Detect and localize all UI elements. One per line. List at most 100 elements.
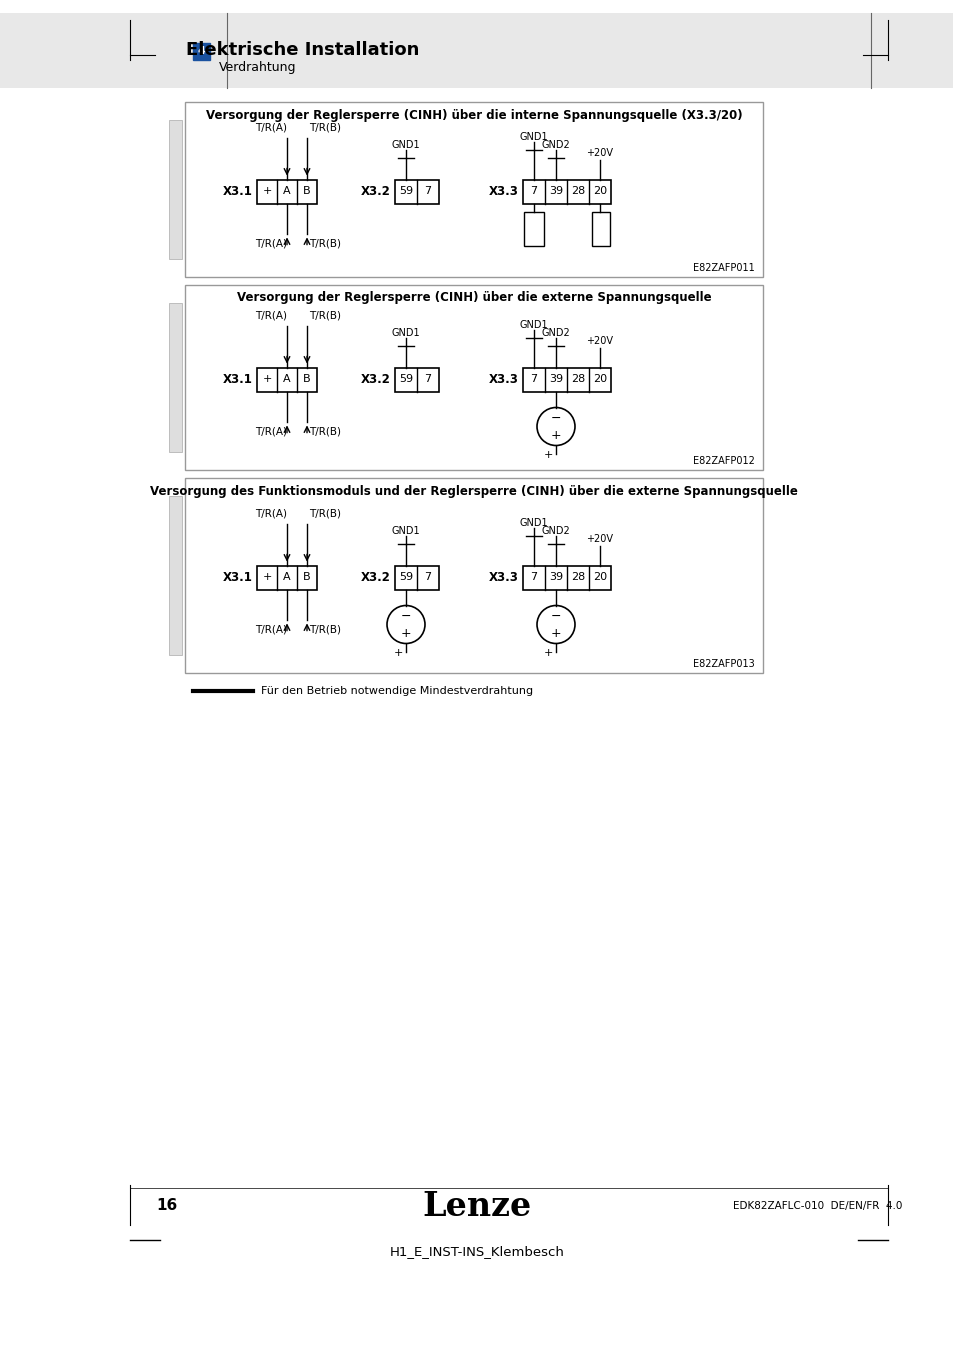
Text: GND1: GND1	[519, 517, 548, 528]
Text: +: +	[394, 648, 402, 657]
Text: 7: 7	[424, 186, 431, 197]
Text: +: +	[550, 428, 560, 441]
Bar	[256, 180, 316, 204]
Text: Versorgung der Reglersperre (CINH) über die externe Spannungsquelle: Versorgung der Reglersperre (CINH) über …	[236, 292, 711, 305]
Bar	[256, 367, 316, 392]
Text: T/R(A): T/R(A)	[254, 123, 287, 132]
Text: 28: 28	[570, 186, 584, 197]
Text: T/R(B): T/R(B)	[309, 239, 340, 248]
Text: GND1: GND1	[392, 525, 420, 536]
Text: T/R(B): T/R(B)	[309, 427, 340, 436]
Text: 16: 16	[156, 1199, 177, 1214]
Text: Verdrahtung: Verdrahtung	[219, 62, 296, 74]
Text: Für den Betrieb notwendige Mindestverdrahtung: Für den Betrieb notwendige Mindestverdra…	[261, 686, 533, 697]
Text: T/R(B): T/R(B)	[309, 509, 340, 518]
Text: GND2: GND2	[541, 525, 570, 536]
Text: Elektrische Installation: Elektrische Installation	[186, 40, 419, 59]
Bar	[523, 212, 543, 246]
Text: X3.2: X3.2	[361, 185, 391, 198]
Text: +: +	[543, 450, 553, 459]
Bar	[256, 566, 316, 590]
Text: GND2: GND2	[541, 328, 570, 338]
Text: A: A	[283, 572, 291, 582]
Bar	[395, 367, 438, 392]
Text: T/R(A): T/R(A)	[254, 239, 287, 248]
Text: +20V: +20V	[586, 533, 613, 544]
Text: Lenze: Lenze	[422, 1189, 531, 1223]
Text: GND1: GND1	[392, 328, 420, 338]
Text: +20V: +20V	[586, 147, 613, 158]
Text: T/R(A): T/R(A)	[254, 625, 287, 634]
Bar	[0, 14, 953, 88]
Text: X3.1: X3.1	[223, 571, 253, 585]
Text: 20: 20	[593, 186, 606, 197]
Text: B: B	[303, 374, 311, 385]
Bar	[185, 285, 762, 470]
Text: +: +	[550, 626, 560, 640]
Text: A: A	[283, 186, 291, 197]
Bar	[522, 180, 610, 204]
Bar	[169, 120, 182, 259]
Text: X3.2: X3.2	[361, 373, 391, 386]
Text: T/R(A): T/R(A)	[254, 509, 287, 518]
Text: B: B	[303, 186, 311, 197]
Text: 39: 39	[548, 572, 562, 582]
Text: +: +	[400, 626, 411, 640]
Text: 28: 28	[570, 572, 584, 582]
Text: 28: 28	[570, 374, 584, 385]
Text: 59: 59	[398, 186, 413, 197]
Text: E82ZAFP012: E82ZAFP012	[693, 456, 754, 466]
Text: 20: 20	[593, 572, 606, 582]
Text: GND1: GND1	[392, 139, 420, 150]
Text: X3.3: X3.3	[489, 571, 518, 585]
Bar	[395, 566, 438, 590]
Text: T/R(B): T/R(B)	[309, 310, 340, 320]
Text: X3.1: X3.1	[223, 373, 253, 386]
Bar	[169, 495, 182, 655]
Text: H1_E_INST-INS_Klembesch: H1_E_INST-INS_Klembesch	[389, 1246, 564, 1258]
Text: −: −	[550, 609, 560, 622]
Text: X3.3: X3.3	[489, 185, 518, 198]
Text: −: −	[400, 609, 411, 622]
Bar	[592, 212, 609, 246]
Bar	[522, 566, 610, 590]
Bar	[169, 302, 182, 452]
Text: 59: 59	[398, 374, 413, 385]
Text: EDK82ZAFLC-010  DE/EN/FR  4.0: EDK82ZAFLC-010 DE/EN/FR 4.0	[733, 1202, 902, 1211]
Text: A: A	[283, 374, 291, 385]
Text: T/R(A): T/R(A)	[254, 427, 287, 436]
Text: 20: 20	[593, 374, 606, 385]
Text: X3.3: X3.3	[489, 373, 518, 386]
Text: +: +	[262, 186, 272, 197]
Bar	[193, 43, 210, 59]
Text: −: −	[550, 412, 560, 424]
Text: E82ZAFP013: E82ZAFP013	[693, 659, 754, 670]
Text: GND2: GND2	[541, 139, 570, 150]
Text: 59: 59	[398, 572, 413, 582]
Text: 4: 4	[197, 46, 205, 57]
Bar	[185, 103, 762, 277]
Text: 7: 7	[530, 374, 537, 385]
Text: 7: 7	[424, 374, 431, 385]
Text: 7: 7	[530, 572, 537, 582]
Text: 7: 7	[424, 572, 431, 582]
Text: T/R(B): T/R(B)	[309, 625, 340, 634]
Text: +: +	[543, 648, 553, 657]
Text: T/R(A): T/R(A)	[254, 310, 287, 320]
Text: Versorgung der Reglersperre (CINH) über die interne Spannungsquelle (X3.3/20): Versorgung der Reglersperre (CINH) über …	[206, 108, 741, 122]
Text: +: +	[262, 572, 272, 582]
Bar	[395, 180, 438, 204]
Bar	[185, 478, 762, 674]
Text: E82ZAFP011: E82ZAFP011	[693, 263, 754, 273]
Text: B: B	[303, 572, 311, 582]
Text: 39: 39	[548, 186, 562, 197]
Text: 39: 39	[548, 374, 562, 385]
Text: +20V: +20V	[586, 336, 613, 346]
Text: T/R(B): T/R(B)	[309, 123, 340, 132]
Text: X3.1: X3.1	[223, 185, 253, 198]
Text: GND1: GND1	[519, 131, 548, 142]
Bar	[522, 367, 610, 392]
Text: 7: 7	[530, 186, 537, 197]
Text: +: +	[262, 374, 272, 385]
Text: Versorgung des Funktionsmoduls und der Reglersperre (CINH) über die externe Span: Versorgung des Funktionsmoduls und der R…	[150, 485, 797, 498]
